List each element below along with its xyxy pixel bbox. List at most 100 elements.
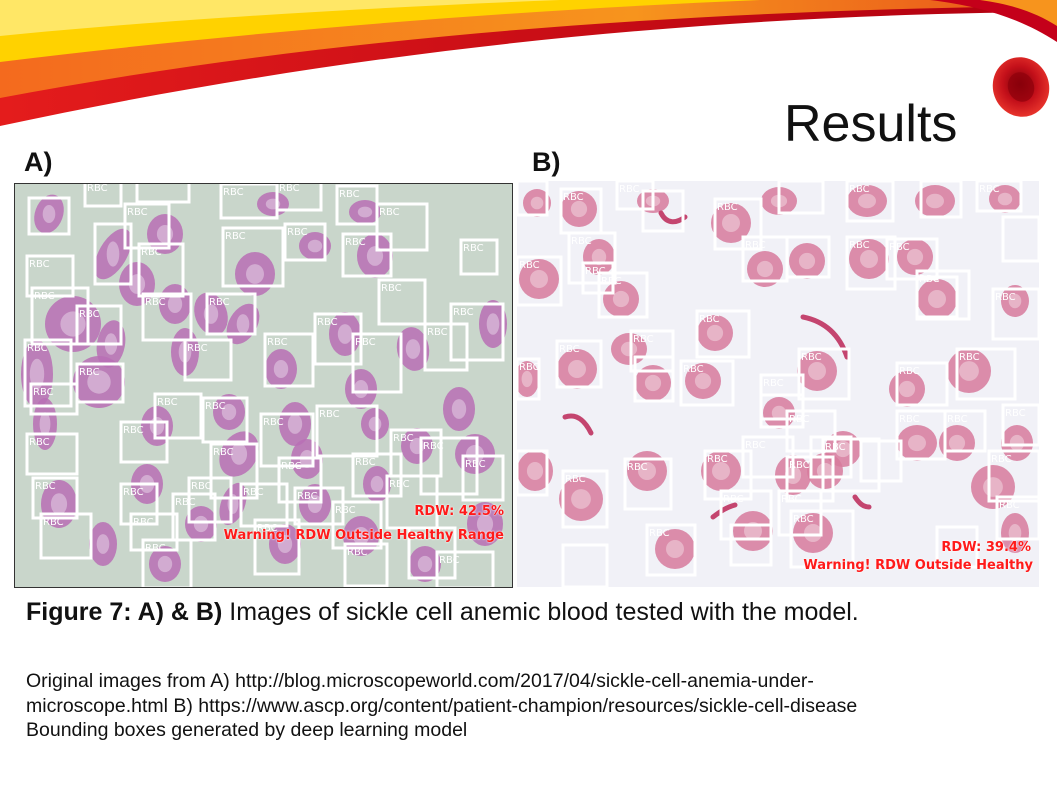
rbc-box-label: RBC xyxy=(29,259,50,270)
rbc-box-label: RBC xyxy=(205,401,226,412)
red-blood-cell xyxy=(635,365,671,401)
rbc-box-label: RBC xyxy=(263,417,284,428)
rbc-box-label: RBC xyxy=(991,454,1012,465)
red-blood-cell xyxy=(517,361,539,397)
rbc-bounding-box: RBC xyxy=(561,469,609,529)
red-blood-cell xyxy=(797,351,837,391)
rbc-box-label: RBC xyxy=(141,247,162,258)
rbc-bounding-box: RBC xyxy=(461,454,505,502)
red-blood-cell xyxy=(897,239,933,275)
rbc-box-label: RBC xyxy=(87,184,108,194)
rbc-box-label: RBC xyxy=(355,457,376,468)
rbc-bounding-box: RBC xyxy=(623,457,673,511)
rbc-box-label: RBC xyxy=(745,240,766,251)
rbc-bounding-box: RBC xyxy=(141,292,193,342)
red-blood-cell xyxy=(443,387,475,431)
rbc-box-label: RBC xyxy=(379,207,400,218)
red-blood-cell xyxy=(523,189,551,217)
rbc-box-label: RBC xyxy=(381,283,402,294)
rbc-bounding-box: RBC xyxy=(209,442,259,500)
rbc-bounding-box: RBC xyxy=(25,254,75,298)
rbc-bounding-box xyxy=(561,543,609,587)
source-line: Bounding boxes generated by deep learnin… xyxy=(26,719,468,741)
red-blood-cell xyxy=(299,232,331,260)
rbc-box-label: RBC xyxy=(781,494,802,505)
rbc-bounding-box: RBC xyxy=(343,542,389,587)
rbc-box-label: RBC xyxy=(267,337,288,348)
red-blood-cell xyxy=(697,315,733,351)
rbc-box-label: RBC xyxy=(347,547,368,558)
rbc-bounding-box: RBC xyxy=(239,482,289,528)
rbc-bounding-box xyxy=(785,235,831,279)
rbc-box-label: RBC xyxy=(919,274,940,285)
rbc-box-label: RBC xyxy=(209,297,230,308)
red-blood-cell xyxy=(847,185,887,217)
figure-caption: Figure 7: A) & B) Images of sickle cell … xyxy=(26,596,859,628)
red-blood-cell xyxy=(149,546,181,582)
red-blood-cell xyxy=(299,484,331,524)
rbc-box-label: RBC xyxy=(601,276,622,287)
rbc-box-label: RBC xyxy=(649,528,670,539)
rbc-box-label: RBC xyxy=(899,366,920,377)
red-blood-cell xyxy=(557,349,597,389)
rbc-bounding-box: RBC xyxy=(253,518,301,576)
rbc-box-label: RBC xyxy=(463,243,484,254)
rbc-bounding-box: RBC xyxy=(119,482,159,526)
rbc-bounding-box xyxy=(935,525,979,569)
source-line: Original images from A) http://blog.micr… xyxy=(26,670,814,692)
red-blood-cell xyxy=(559,477,603,521)
rbc-box-label: RBC xyxy=(707,454,728,465)
rbc-bounding-box: RBC xyxy=(171,492,217,542)
micrograph-a: RBC RBC RBC RBC RBC RBC RBC RBC RBC RBC RBC RBC RBC R… xyxy=(14,183,513,588)
rbc-box-label: RBC xyxy=(789,460,810,471)
rbc-box-label: RBC xyxy=(133,517,154,528)
rbc-box-label: RBC xyxy=(43,517,64,528)
rbc-bounding-box: RBC xyxy=(517,357,541,401)
rdw-warning-a: Warning! RDW Outside Healthy Range xyxy=(223,528,504,543)
rbc-box-label: RBC xyxy=(345,237,366,248)
rbc-box-label: RBC xyxy=(243,487,264,498)
rbc-bounding-box xyxy=(641,189,685,233)
red-blood-cell xyxy=(34,194,64,234)
red-blood-cell xyxy=(41,480,77,528)
rbc-box-label: RBC xyxy=(789,414,810,425)
rbc-box-label: RBC xyxy=(317,317,338,328)
rbc-box-label: RBC xyxy=(427,327,448,338)
rbc-bounding-box: RBC xyxy=(315,404,379,458)
rbc-bounding-box: RBC xyxy=(991,287,1039,341)
figure-caption-text: Images of sickle cell anemic blood teste… xyxy=(222,598,859,626)
rbc-bounding-box xyxy=(915,275,959,319)
red-blood-cell xyxy=(517,451,553,491)
rbc-box-label: RBC xyxy=(123,425,144,436)
red-blood-cell xyxy=(363,466,391,502)
sickle-cell xyxy=(710,502,738,520)
rbc-bounding-box: RBC xyxy=(201,396,249,444)
red-blood-cell xyxy=(185,506,217,542)
red-blood-cell xyxy=(21,340,53,408)
rbc-bounding-box: RBC xyxy=(555,339,603,389)
red-blood-cell xyxy=(789,243,825,279)
panel-a-label: A) xyxy=(24,147,53,177)
rbc-bounding-box xyxy=(777,181,825,215)
rbc-bounding-box: RBC xyxy=(293,486,345,526)
rdw-warning-b: Warning! RDW Outside Healthy xyxy=(803,558,1033,573)
red-blood-cell xyxy=(849,239,889,279)
red-blood-cell xyxy=(747,251,783,287)
rbc-box-label: RBC xyxy=(899,414,920,425)
rbc-box-label: RBC xyxy=(519,362,540,373)
rdw-readout-a: RDW: 42.5% xyxy=(414,504,504,519)
sickle-cell xyxy=(800,314,850,360)
red-blood-cell xyxy=(519,259,559,299)
rbc-bounding-box xyxy=(729,523,773,567)
red-blood-cell xyxy=(455,434,495,474)
rbc-bounding-box: RBC xyxy=(375,202,429,252)
rbc-bounding-box: RBC xyxy=(695,309,751,359)
rbc-bounding-box: RBC xyxy=(83,184,123,208)
rbc-bounding-box: RBC xyxy=(995,495,1039,541)
rbc-box-label: RBC xyxy=(145,297,166,308)
rbc-bounding-box xyxy=(633,355,675,403)
rbc-box-label: RBC xyxy=(563,192,584,203)
rbc-box-label: RBC xyxy=(27,343,48,354)
slide-title: Results xyxy=(784,95,958,153)
micrograph-b: RBC RBC RBC RBC RBC RBC RBC RBC RBC RBC RBC RBC RBC R… xyxy=(517,181,1039,587)
